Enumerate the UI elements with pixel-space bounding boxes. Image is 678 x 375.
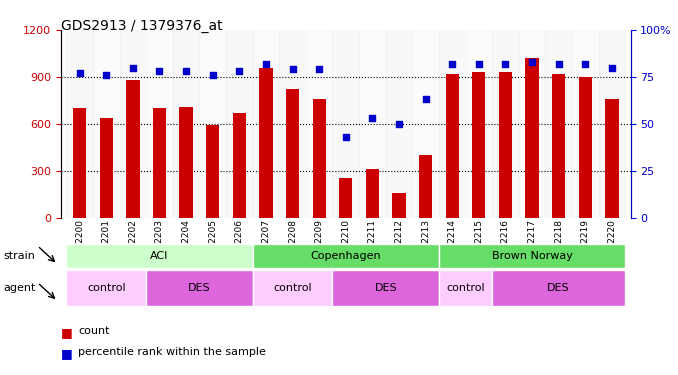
Bar [552, 74, 565, 217]
Text: control: control [446, 283, 485, 293]
Point [340, 134, 351, 140]
Text: DES: DES [374, 283, 397, 293]
FancyBboxPatch shape [66, 270, 146, 306]
Bar [492, 30, 519, 217]
Point [260, 61, 271, 67]
Bar [119, 30, 146, 217]
Point [154, 68, 165, 74]
Text: control: control [273, 283, 312, 293]
Bar [365, 169, 379, 217]
Text: control: control [87, 283, 125, 293]
Point [314, 66, 325, 72]
Bar [313, 99, 326, 218]
Bar [472, 72, 485, 217]
Bar [466, 30, 492, 217]
FancyBboxPatch shape [253, 244, 439, 268]
Point [553, 61, 564, 67]
Bar [306, 30, 332, 217]
Text: DES: DES [547, 283, 570, 293]
Point [607, 64, 618, 70]
Bar [339, 178, 353, 218]
Text: count: count [78, 326, 109, 336]
Bar [233, 113, 246, 218]
Bar [439, 30, 466, 217]
Text: Copenhagen: Copenhagen [311, 251, 381, 261]
Bar [499, 72, 512, 217]
Bar [253, 30, 279, 217]
Bar [206, 125, 220, 218]
Bar [286, 89, 299, 218]
Text: ■: ■ [61, 347, 73, 360]
FancyBboxPatch shape [439, 270, 492, 306]
Text: DES: DES [188, 283, 211, 293]
Bar [126, 80, 140, 218]
Point [580, 61, 591, 67]
Text: Brown Norway: Brown Norway [492, 251, 572, 261]
Point [420, 96, 431, 102]
Bar [199, 30, 226, 217]
Bar [66, 30, 93, 217]
Point [447, 61, 458, 67]
Bar [180, 106, 193, 218]
Bar [545, 30, 572, 217]
Point [527, 59, 538, 65]
Point [394, 121, 405, 127]
Bar [153, 108, 166, 218]
Bar [146, 30, 173, 217]
Bar [605, 99, 618, 218]
FancyBboxPatch shape [439, 244, 625, 268]
Bar [173, 30, 199, 217]
Bar [412, 30, 439, 217]
Bar [259, 68, 273, 218]
Bar [599, 30, 625, 217]
Bar [386, 30, 412, 217]
Bar [73, 108, 86, 218]
Bar [332, 30, 359, 217]
Point [473, 61, 484, 67]
Bar [359, 30, 386, 217]
Bar [393, 192, 405, 217]
Point [101, 72, 112, 78]
Bar [578, 77, 592, 218]
Point [287, 66, 298, 72]
FancyBboxPatch shape [66, 244, 253, 268]
Text: strain: strain [3, 251, 35, 261]
Point [367, 115, 378, 121]
Point [500, 61, 511, 67]
Text: ■: ■ [61, 326, 73, 339]
Point [207, 72, 218, 78]
Bar [279, 30, 306, 217]
Text: ACI: ACI [151, 251, 169, 261]
Point [180, 68, 191, 74]
Point [74, 70, 85, 76]
Bar [419, 155, 433, 218]
Text: agent: agent [3, 283, 36, 293]
Bar [525, 58, 539, 217]
Bar [445, 74, 459, 217]
Bar [519, 30, 545, 217]
Point [234, 68, 245, 74]
Bar [100, 117, 113, 218]
FancyBboxPatch shape [253, 270, 332, 306]
Bar [226, 30, 253, 217]
FancyBboxPatch shape [332, 270, 439, 306]
Text: GDS2913 / 1379376_at: GDS2913 / 1379376_at [61, 19, 222, 33]
Point [127, 64, 138, 70]
Bar [572, 30, 599, 217]
FancyBboxPatch shape [146, 270, 253, 306]
FancyBboxPatch shape [492, 270, 625, 306]
Text: percentile rank within the sample: percentile rank within the sample [78, 347, 266, 357]
Bar [93, 30, 119, 217]
